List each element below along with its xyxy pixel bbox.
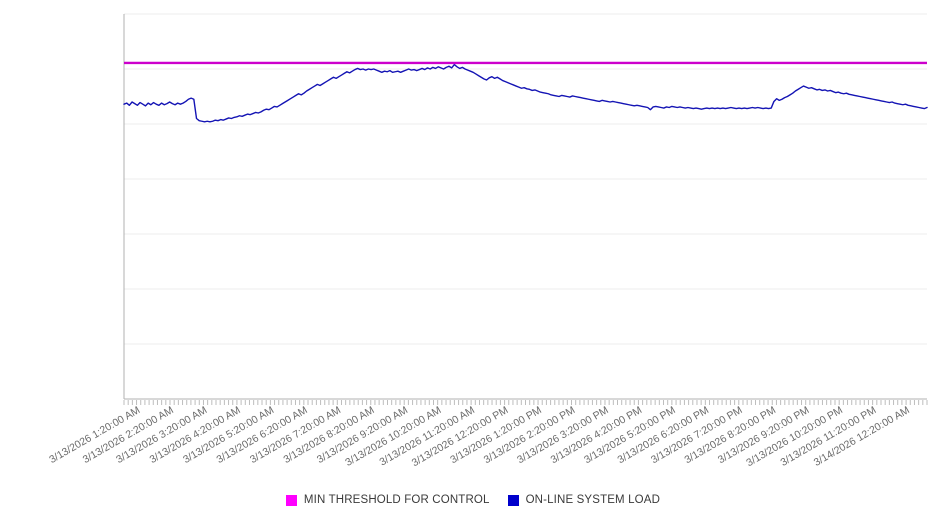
chart-legend: MIN THRESHOLD FOR CONTROL ON-LINE SYSTEM…: [0, 494, 946, 506]
legend-swatch-blue-icon: [507, 494, 519, 506]
series-line-on-line-system-load: [123, 63, 928, 123]
legend-label-min-threshold: MIN THRESHOLD FOR CONTROL: [303, 494, 490, 506]
grid-lines: [124, 13, 927, 400]
x-axis-ticks: [123, 400, 928, 405]
legend-swatch-magenta-icon: [285, 494, 297, 506]
legend-entry-system-load: ON-LINE SYSTEM LOAD: [507, 494, 661, 506]
x-axis-tick-labels: 3/13/2026 1:20:00 AM3/13/2026 2:20:00 AM…: [47, 404, 912, 469]
legend-label-system-load: ON-LINE SYSTEM LOAD: [525, 494, 661, 506]
legend-entry-min-threshold: MIN THRESHOLD FOR CONTROL: [285, 494, 490, 506]
